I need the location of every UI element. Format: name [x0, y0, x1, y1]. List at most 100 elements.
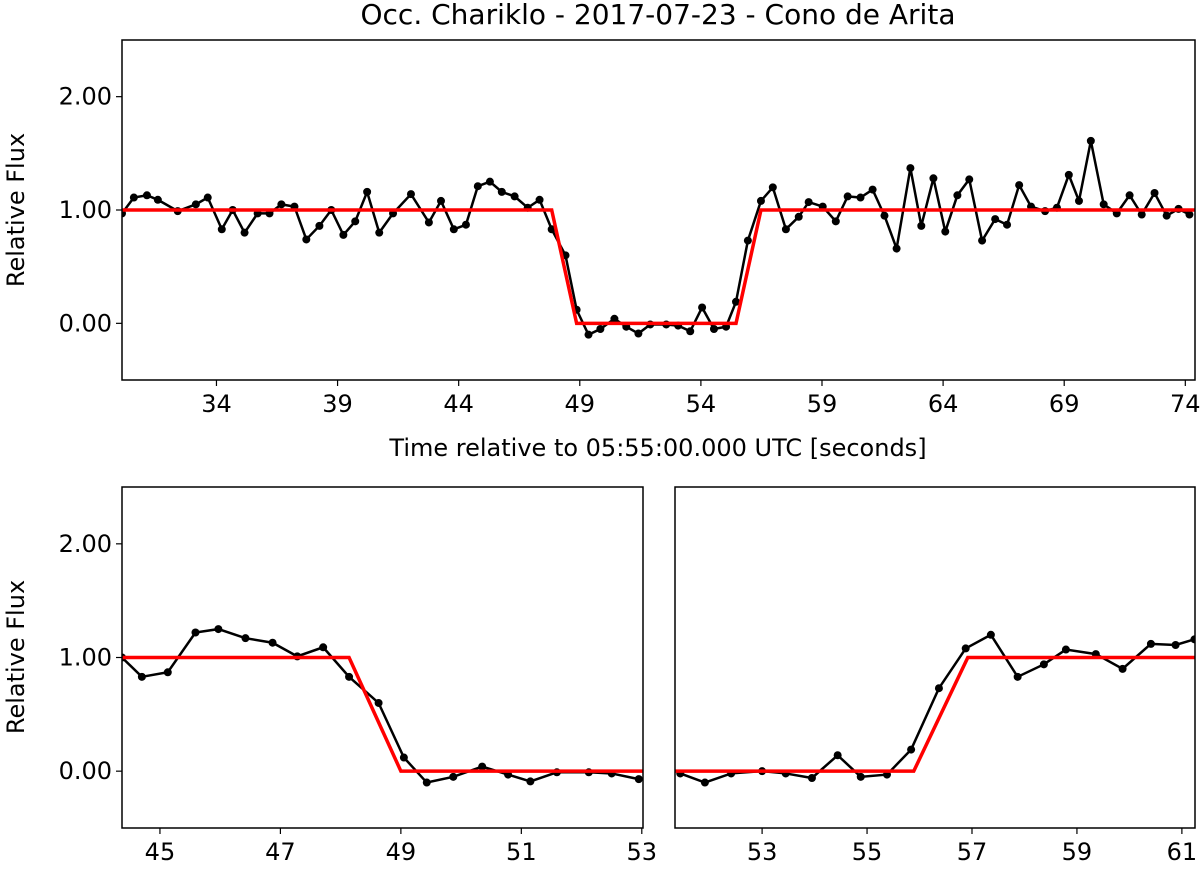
data-point [1118, 664, 1127, 673]
x-tick-label: 59 [1062, 838, 1093, 866]
data-point [191, 200, 200, 209]
plot-area [122, 625, 643, 787]
data-point [142, 191, 151, 200]
data-point [843, 192, 852, 201]
data-point [1015, 181, 1024, 190]
data-point [781, 225, 790, 234]
y-tick-label: 0.00 [59, 309, 112, 337]
data-point [163, 668, 172, 677]
data-point [424, 218, 433, 227]
data-point [941, 227, 950, 236]
data-point [339, 230, 348, 239]
data-point [399, 753, 408, 762]
x-tick-label: 64 [928, 390, 959, 418]
data-point [302, 235, 311, 244]
data-point [406, 190, 415, 199]
data-point [1185, 210, 1194, 219]
data-point [214, 625, 223, 634]
y-tick-label: 0.00 [59, 757, 112, 785]
data-point [1146, 639, 1155, 648]
data-point [934, 684, 943, 693]
plot-area [675, 630, 1195, 787]
data-point [1162, 211, 1171, 220]
data-point [1074, 196, 1083, 205]
data-point [700, 778, 709, 787]
y-tick-label: 2.00 [59, 83, 112, 111]
x-tick-label: 59 [807, 390, 838, 418]
data-point [375, 228, 384, 237]
data-point [686, 327, 695, 336]
data-point [1171, 640, 1180, 649]
data-point [319, 643, 328, 652]
data-point [698, 303, 707, 312]
data-point [831, 217, 840, 226]
data-point [965, 175, 974, 184]
data-point [584, 330, 593, 339]
y-tick-label: 2.00 [59, 530, 112, 558]
chart-title: Occ. Chariklo - 2017-07-23 - Cono de Ari… [361, 0, 956, 31]
x-tick-label: 54 [686, 390, 717, 418]
data-point [804, 198, 813, 207]
data-line [122, 208, 1195, 326]
data-point [929, 174, 938, 183]
data-point [374, 698, 383, 707]
data-point [953, 191, 962, 200]
data-point [1061, 645, 1070, 654]
x-tick-label: 47 [265, 838, 296, 866]
data-line [675, 655, 1195, 773]
x-tick-label: 61 [1167, 838, 1198, 866]
data-point [315, 221, 324, 230]
data-point [217, 225, 226, 234]
data-point [596, 325, 605, 333]
data-point [743, 236, 752, 245]
data-point [961, 644, 970, 653]
data-point [461, 220, 470, 229]
data-point [986, 630, 995, 639]
data-point [807, 773, 816, 782]
data-point [241, 634, 250, 643]
x-tick-label: 34 [201, 390, 232, 418]
data-point [478, 762, 487, 771]
data-point [345, 672, 354, 681]
x-tick-label: 49 [386, 838, 417, 866]
data-point [240, 228, 249, 237]
data-point [422, 778, 431, 787]
data-point [833, 751, 842, 760]
y-axis-label: Relative Flux [2, 133, 30, 287]
data-point [756, 196, 765, 205]
x-tick-label: 53 [747, 838, 778, 866]
data-point [547, 225, 556, 234]
axes-frame [674, 486, 1196, 829]
y-tick-label: 1.00 [59, 196, 112, 224]
x-axis-label: Time relative to 05:55:00.000 UTC [secon… [388, 434, 926, 462]
data-point [1125, 191, 1134, 200]
data-point [768, 183, 777, 192]
data-point [449, 772, 458, 781]
data-point [526, 777, 535, 786]
data-point [137, 672, 146, 681]
y-tick-label: 1.00 [59, 644, 112, 672]
data-point [1137, 210, 1146, 219]
data-point [1099, 200, 1108, 209]
data-point [634, 775, 643, 784]
data-point [1003, 220, 1012, 229]
data-point [856, 772, 865, 781]
data-point [277, 200, 286, 209]
x-tick-label: 51 [506, 838, 537, 866]
data-point [1086, 136, 1095, 145]
data-point [1013, 672, 1022, 681]
data-point [1150, 189, 1159, 197]
data-line [122, 140, 1191, 337]
data-point [1190, 635, 1195, 644]
data-point [129, 193, 138, 202]
x-tick-label: 45 [145, 838, 176, 866]
data-point [1064, 170, 1073, 179]
data-point [485, 177, 494, 186]
data-point [510, 192, 519, 201]
x-tick-label: 53 [627, 838, 658, 866]
data-point [880, 211, 889, 220]
data-point [363, 187, 372, 196]
data-point [732, 297, 741, 306]
x-tick-label: 69 [1049, 390, 1080, 418]
